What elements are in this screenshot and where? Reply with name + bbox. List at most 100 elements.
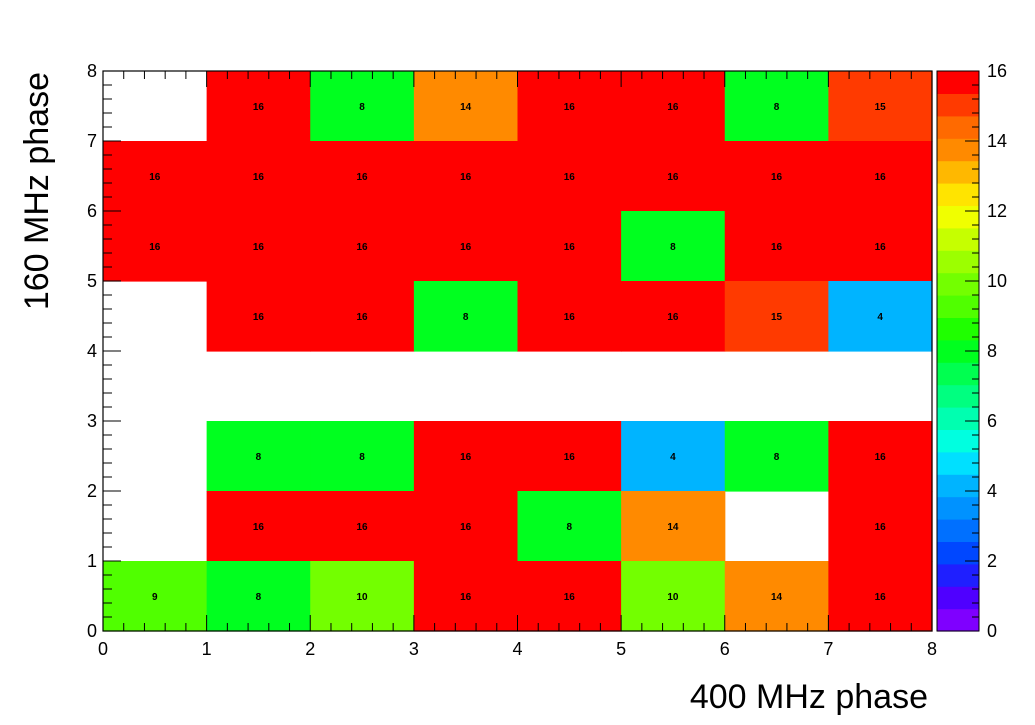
heatmap-cell (206, 281, 311, 352)
palette-band (937, 339, 979, 363)
cell-value-label: 16 (149, 172, 161, 183)
z-tick-label: 12 (987, 201, 1007, 221)
cell-value-label: 16 (253, 242, 265, 253)
cell-value-label: 16 (667, 172, 679, 183)
cell-value-label: 16 (357, 312, 369, 323)
z-tick-label: 0 (987, 621, 997, 641)
cell-value-label: 16 (564, 172, 576, 183)
heatmap-cell (413, 281, 519, 352)
x-tick-label: 7 (823, 639, 833, 659)
cell-value-label: 16 (667, 102, 679, 113)
cell-value-label: 8 (256, 592, 262, 603)
x-tick-label: 2 (305, 639, 315, 659)
heatmap-cell (621, 281, 726, 352)
heatmap-cell (621, 211, 726, 282)
heatmap-cell (724, 141, 829, 212)
palette-band (937, 384, 979, 408)
heatmap-cell (724, 561, 829, 632)
cell-value-label: 4 (670, 452, 676, 463)
cell-value-label: 15 (771, 312, 783, 323)
heatmap-cell (310, 421, 415, 492)
heatmap-cell (724, 71, 829, 142)
cell-value-label: 16 (771, 242, 783, 253)
y-tick-label: 0 (87, 621, 97, 641)
heatmap-cell (206, 211, 311, 282)
cell-value-label: 16 (357, 522, 369, 533)
heatmap-cell (724, 281, 829, 352)
cell-value-label: 8 (774, 452, 780, 463)
cell-value-label: 16 (771, 172, 783, 183)
cell-value-label: 16 (357, 172, 369, 183)
heatmap-cell (621, 561, 726, 632)
cell-value-label: 16 (253, 172, 265, 183)
cell-value-label: 8 (256, 452, 262, 463)
cell-value-label: 16 (875, 452, 887, 463)
y-tick-label: 8 (87, 61, 97, 81)
cell-value-label: 14 (667, 522, 679, 533)
heatmap-cell (517, 71, 622, 142)
cell-value-label: 16 (564, 312, 576, 323)
cell-value-label: 8 (359, 102, 365, 113)
y-tick-label: 3 (87, 411, 97, 431)
cell-value-label: 16 (460, 592, 472, 603)
z-tick-label: 16 (987, 61, 1007, 81)
palette-band (937, 586, 979, 610)
heatmap-cell (310, 491, 415, 562)
heatmap-cell (206, 491, 311, 562)
heatmap-cell (517, 561, 622, 632)
heatmap-cell (828, 211, 933, 282)
x-tick-label: 0 (98, 639, 108, 659)
heatmap-cell (206, 421, 311, 492)
cell-value-label: 16 (564, 592, 576, 603)
cell-value-label: 16 (460, 172, 472, 183)
y-tick-label: 1 (87, 551, 97, 571)
heatmap-cell (828, 561, 933, 632)
palette-band (937, 183, 979, 206)
palette-band (937, 541, 979, 565)
cell-value-label: 8 (774, 102, 780, 113)
heatmap-cell (413, 491, 519, 562)
y-tick-label: 2 (87, 481, 97, 501)
heatmap-cell (103, 561, 208, 632)
heatmap-cell (828, 141, 933, 212)
cell-value-label: 14 (460, 102, 472, 113)
cell-value-label: 15 (875, 102, 887, 113)
y-tick-label: 7 (87, 131, 97, 151)
heatmap-cell (517, 211, 622, 282)
palette-band (937, 496, 979, 520)
heatmap-cell (413, 561, 519, 632)
palette-band (937, 272, 979, 296)
heatmap-cell (517, 141, 622, 212)
palette-band (937, 451, 979, 475)
heatmap-cell (413, 71, 519, 142)
palette-band (937, 138, 979, 162)
cell-value-label: 16 (460, 242, 472, 253)
palette-band (937, 250, 979, 274)
heatmap-cell (103, 141, 208, 212)
heatmap-cell (310, 211, 415, 282)
cell-value-label: 9 (152, 592, 158, 603)
heatmap-cell (517, 281, 622, 352)
heatmap-cell (724, 211, 829, 282)
cell-value-label: 10 (357, 592, 369, 603)
x-tick-label: 1 (202, 639, 212, 659)
heatmap-cell (206, 561, 311, 632)
cell-value-label: 16 (875, 172, 887, 183)
heatmap-cell (310, 71, 415, 142)
cell-value-label: 16 (253, 522, 265, 533)
x-tick-label: 6 (720, 639, 730, 659)
cell-value-label: 16 (564, 102, 576, 113)
cell-value-label: 16 (875, 522, 887, 533)
heatmap-cell (621, 71, 726, 142)
palette-band (937, 227, 979, 251)
heatmap-cell (413, 421, 519, 492)
cell-value-label: 16 (875, 592, 887, 603)
y-tick-label: 6 (87, 201, 97, 221)
palette-band (937, 317, 979, 341)
cell-value-label: 16 (149, 242, 161, 253)
cell-value-label: 8 (463, 312, 469, 323)
y-tick-label: 4 (87, 341, 97, 361)
cell-value-label: 16 (875, 242, 887, 253)
